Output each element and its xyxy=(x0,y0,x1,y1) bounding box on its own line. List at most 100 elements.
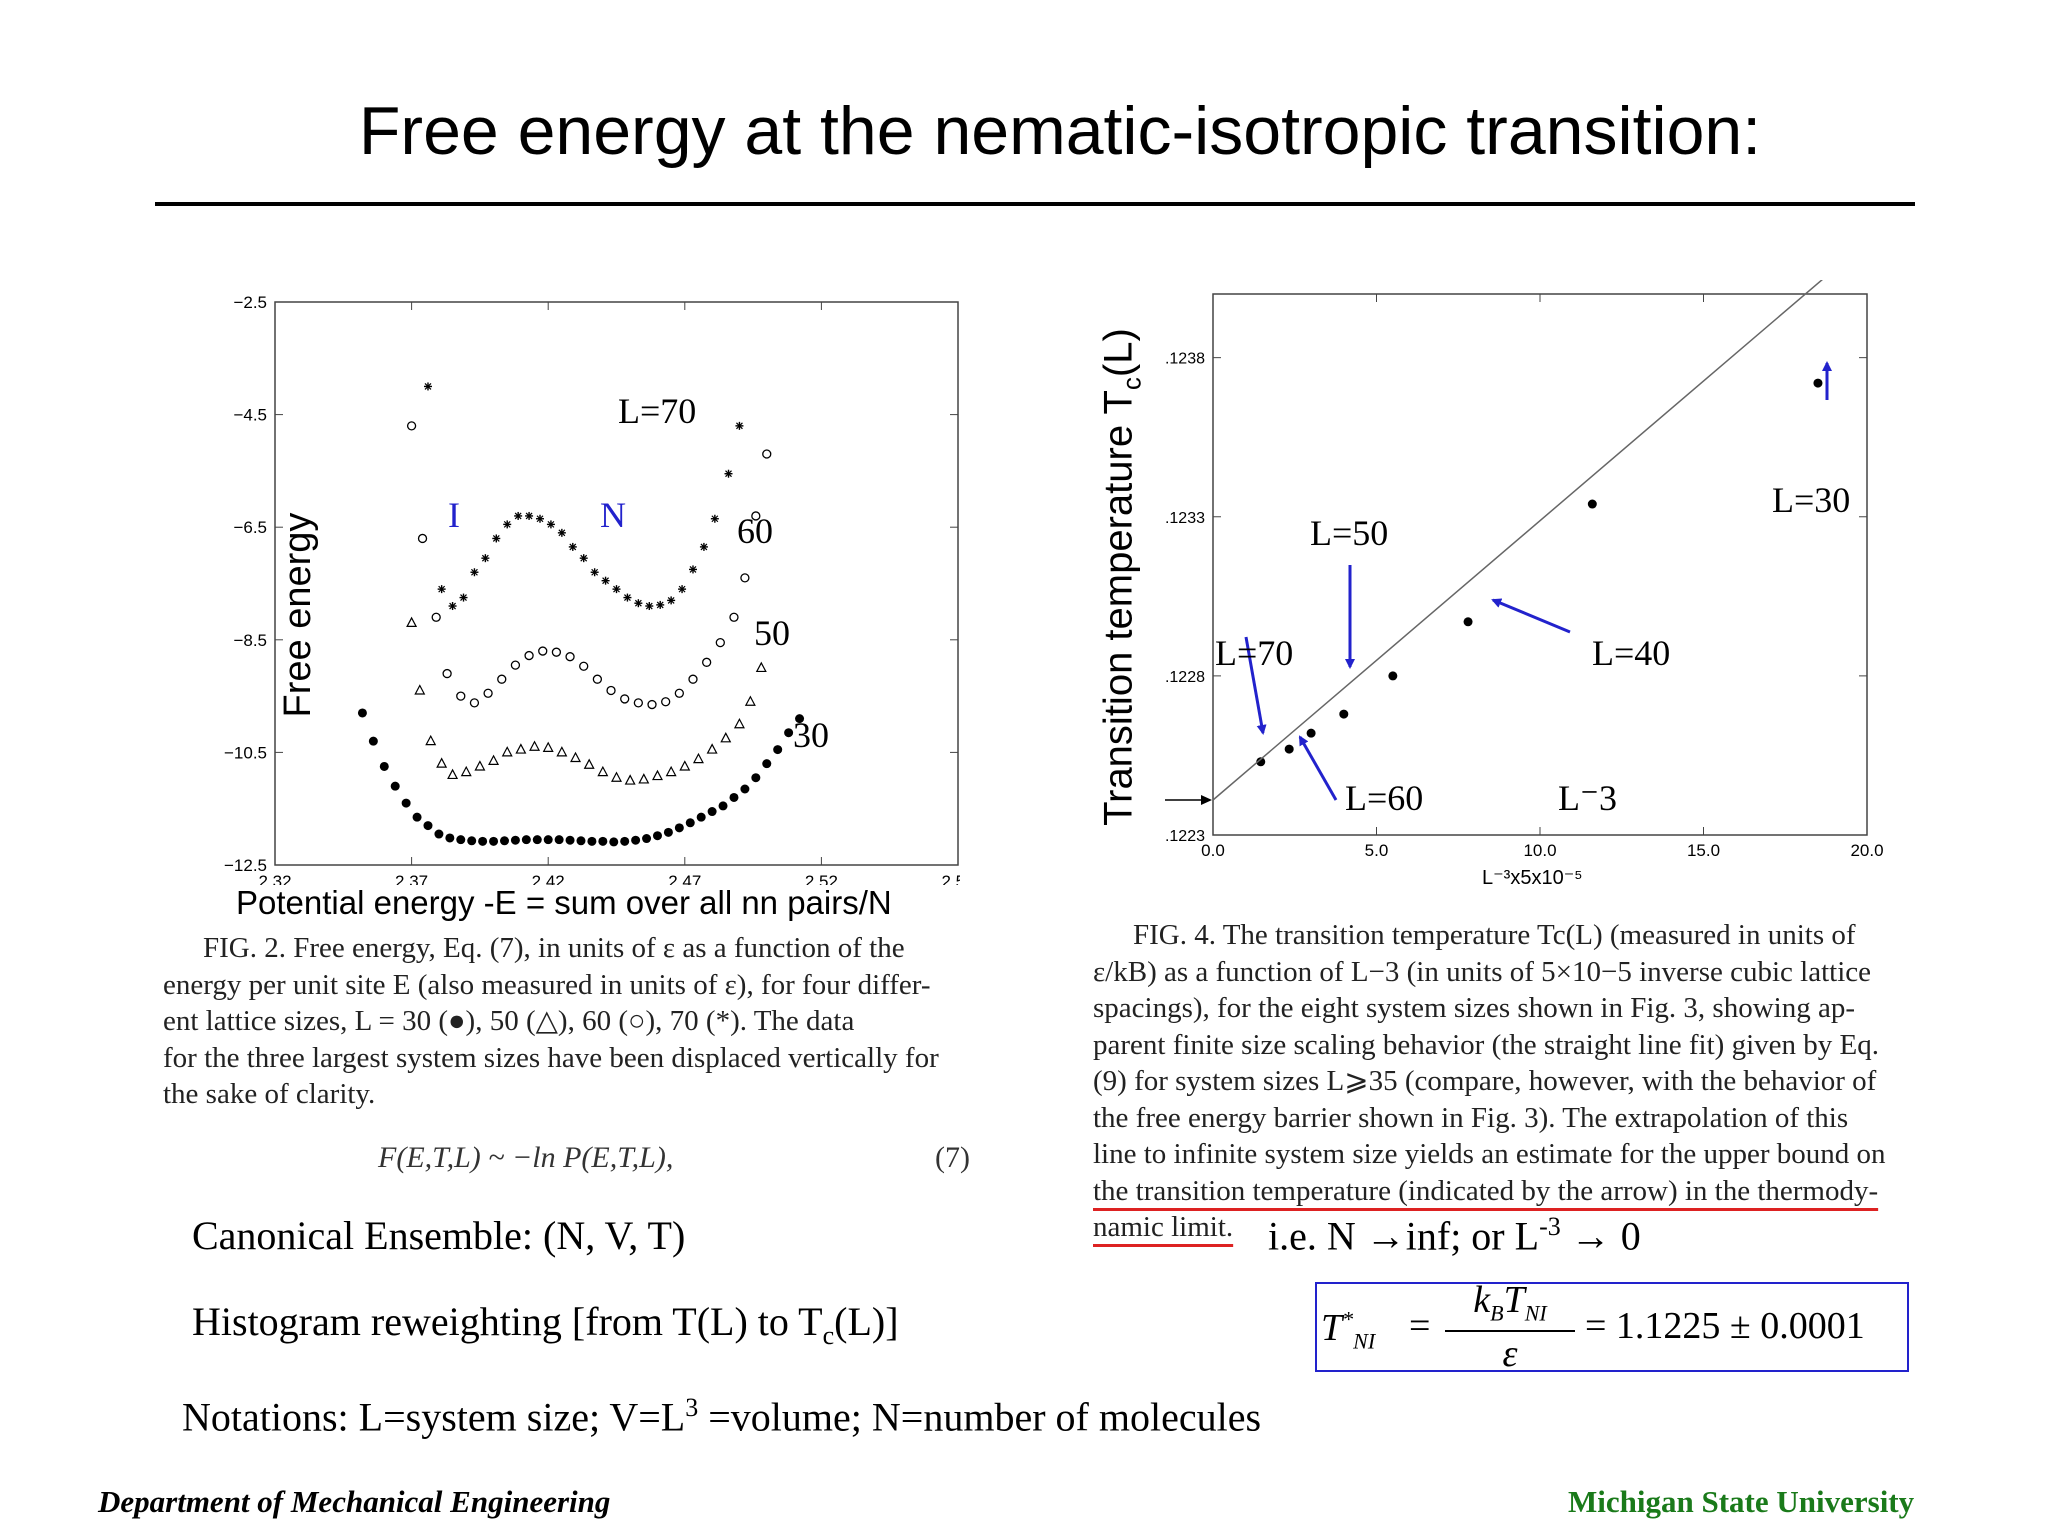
thermodynamic-limit: i.e. N →inf; or L-3 → 0 xyxy=(1268,1212,1641,1259)
point-L60 xyxy=(592,674,603,684)
point-L30 xyxy=(434,829,444,839)
point-L70 xyxy=(514,511,523,520)
fit-line xyxy=(1212,280,1823,801)
point-L70 xyxy=(536,514,545,523)
tc-point xyxy=(1813,378,1823,388)
point-L30 xyxy=(412,812,422,822)
point-L70 xyxy=(568,542,577,551)
point-L30 xyxy=(609,837,619,847)
point-L70 xyxy=(470,568,479,577)
fig4-caption-line: (9) for system sizes L⩾35 (compare, howe… xyxy=(1093,1065,1877,1097)
y-tick-label: −6.5 xyxy=(233,518,267,537)
point-L50 xyxy=(529,740,541,751)
canonical-ensemble: Canonical Ensemble: (N, V, T) xyxy=(192,1213,686,1258)
tc-point xyxy=(1256,757,1266,767)
tni-lhs: T*NI xyxy=(1321,1306,1376,1354)
y-tick-label: −10.5 xyxy=(224,743,267,762)
point-L70 xyxy=(656,600,665,609)
tni-fraction-bar xyxy=(1445,1330,1575,1332)
footer-university: Michigan State University xyxy=(1568,1484,1915,1519)
tni-denominator: ε xyxy=(1502,1333,1518,1375)
point-L50 xyxy=(665,765,677,777)
point-L50 xyxy=(436,757,448,768)
point-L50 xyxy=(406,616,418,628)
label-50: 50 xyxy=(754,613,790,653)
point-L50 xyxy=(692,752,704,764)
notations: Notations: L=system size; V=L3 =volume; … xyxy=(182,1393,1262,1440)
label-60: 60 xyxy=(737,511,773,551)
x-tick-label: 10.0 xyxy=(1523,841,1556,860)
point-L70 xyxy=(688,565,697,574)
title-divider xyxy=(155,202,1915,206)
point-L60 xyxy=(538,646,548,656)
fig2-caption: FIG. 2. Free energy, Eq. (7), in units o… xyxy=(163,930,971,1113)
point-L50 xyxy=(488,754,500,765)
arrow-l70 xyxy=(1244,636,1267,735)
tc-point xyxy=(1284,744,1294,754)
point-L70 xyxy=(459,593,468,602)
point-L30 xyxy=(642,834,652,844)
y-tick-label: −8.5 xyxy=(233,631,267,650)
left-chart-ticks: 2.32 2.37 2.42 2.47 2.52 2.57 −2.5 −4.5 −6.5 −8.5… xyxy=(224,293,960,885)
point-L50 xyxy=(744,695,756,706)
tc-point xyxy=(1463,617,1473,627)
point-L30 xyxy=(718,801,728,811)
point-L30 xyxy=(368,736,378,746)
point-L70 xyxy=(699,542,708,551)
point-L60 xyxy=(406,421,417,431)
x-tick-label: 2.52 xyxy=(805,872,838,885)
left-plot-frame xyxy=(274,301,959,866)
point-L60 xyxy=(633,698,644,708)
point-L70 xyxy=(579,554,588,563)
footer-department: Department of Mechanical Engineering xyxy=(98,1484,611,1519)
x-tick-label: 0.0 xyxy=(1201,841,1225,860)
y-tick-label: .1223 xyxy=(1165,828,1205,845)
tc-point xyxy=(1306,728,1316,738)
arrow-l60 xyxy=(1298,735,1338,801)
tc-point xyxy=(1388,671,1398,681)
point-L50 xyxy=(597,765,609,777)
point-L70 xyxy=(557,528,566,537)
point-L30 xyxy=(543,835,553,845)
point-L70 xyxy=(590,568,599,577)
point-L60 xyxy=(442,668,452,679)
point-L60 xyxy=(661,697,671,707)
point-L70 xyxy=(525,511,534,520)
point-L30 xyxy=(674,823,684,833)
y-tick-label: −12.5 xyxy=(224,856,267,875)
fig4-caption-line: spacings), for the eight system sizes sh… xyxy=(1093,992,1855,1024)
point-L30 xyxy=(510,835,520,845)
point-L50 xyxy=(542,741,554,752)
arrow-l40 xyxy=(1491,598,1571,634)
equation-7-number: (7) xyxy=(935,1141,970,1174)
point-L50 xyxy=(611,771,622,782)
point-L50 xyxy=(447,768,459,780)
point-L60 xyxy=(674,688,684,698)
point-L30 xyxy=(598,836,608,846)
point-L30 xyxy=(521,835,531,845)
point-L70 xyxy=(667,596,676,605)
equation-7: F(E,T,L) ~ −ln P(E,T,L), xyxy=(378,1141,674,1174)
y-tick-label: .1238 xyxy=(1165,351,1205,368)
point-L30 xyxy=(357,708,367,718)
point-L50 xyxy=(651,769,663,781)
label-30: 30 xyxy=(793,715,829,755)
point-L60 xyxy=(606,685,616,696)
fig4-caption-line: FIG. 4. The transition temperature Tc(L)… xyxy=(1133,919,1856,951)
point-L50 xyxy=(720,732,732,743)
fig2-caption-line: the sake of clarity. xyxy=(163,1078,376,1110)
fig4-caption: FIG. 4. The transition temperature Tc(L)… xyxy=(1093,917,1895,1246)
point-L60 xyxy=(740,573,750,583)
point-L70 xyxy=(481,554,490,563)
left-chart-xlabel: Potential energy -E = sum over all nn pa… xyxy=(236,884,892,921)
point-L30 xyxy=(423,821,433,831)
fig4-caption-line: line to infinite system size yields an e… xyxy=(1093,1138,1886,1170)
left-chart-axes xyxy=(274,301,959,866)
fig4-caption-line: parent finite size scaling behavior (the… xyxy=(1093,1028,1879,1061)
point-L50 xyxy=(570,751,582,763)
point-L70 xyxy=(503,520,512,529)
fig4-caption-line: the free energy barrier shown in Fig. 3)… xyxy=(1093,1101,1849,1134)
y-tick-label: −4.5 xyxy=(233,406,267,425)
point-L60 xyxy=(524,650,534,661)
point-L50 xyxy=(638,773,650,784)
